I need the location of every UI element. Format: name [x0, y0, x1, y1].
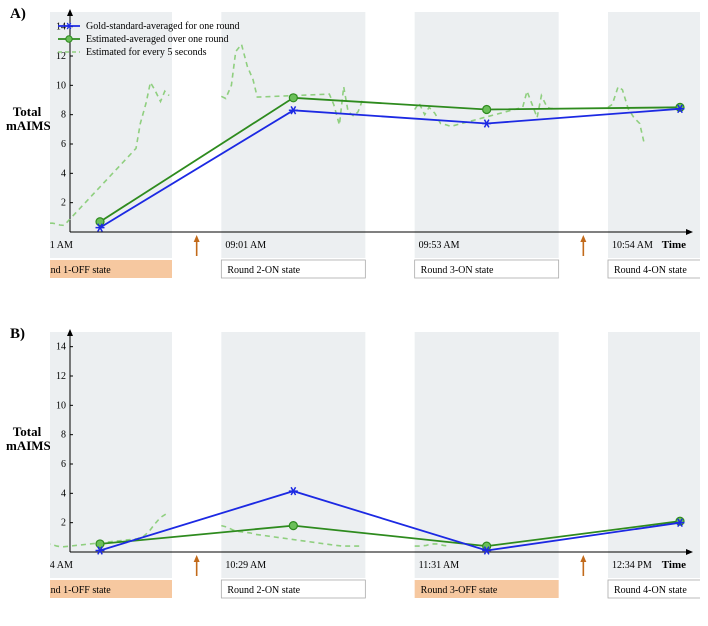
- ylabel-line2-a: mAIMS: [6, 118, 51, 133]
- time-label: 09:53 AM: [419, 240, 460, 251]
- y-tick-label: 12: [56, 371, 66, 382]
- round-band: [608, 12, 700, 258]
- state-label: Round 1-OFF state: [50, 265, 111, 276]
- marker-circle: [96, 540, 104, 548]
- dose-arrow-head: [194, 235, 200, 242]
- ylabel-line2-b: mAIMS: [6, 438, 51, 453]
- time-label: 10:54 AM: [612, 240, 653, 251]
- plot-a: 2468101214Time07:41 AM09:01 AM09:53 AM10…: [50, 6, 700, 306]
- legend-label: Estimated-averaged over one round: [86, 34, 228, 45]
- state-label: Round 4-ON state: [614, 585, 687, 596]
- dose-arrow-head: [580, 555, 586, 562]
- time-label: 07:41 AM: [50, 240, 73, 251]
- state-label: Round 2-ON state: [227, 585, 300, 596]
- series-gold: [100, 109, 680, 228]
- y-tick-label: 2: [61, 518, 66, 529]
- marker-circle: [289, 522, 297, 530]
- y-tick-label: 14: [56, 22, 66, 33]
- plot-b: 2 4 6 8 10 12 14 Time 09:14 AM 10:29 AM 11:31 AM 12…: [50, 326, 700, 626]
- y-tick-label: 10: [56, 400, 66, 411]
- series-gold: [100, 491, 680, 550]
- state-label: Round 1-OFF state: [50, 585, 111, 596]
- legend-marker: [66, 36, 72, 42]
- y-axis-label-a: Total mAIMS: [6, 105, 48, 134]
- state-label: Round 2-ON state: [227, 265, 300, 276]
- marker-circle: [96, 218, 104, 226]
- time-label: 09:01 AM: [225, 240, 266, 251]
- marker-circle: [483, 106, 491, 114]
- x-axis-title: Time: [662, 239, 686, 251]
- ylabel-line1-a: Total: [13, 104, 41, 119]
- panel-b-label: B): [10, 326, 25, 343]
- ylabel-line1-b: Total: [13, 424, 41, 439]
- legend-label: Gold-standard-averaged for one round: [86, 21, 240, 32]
- round-band: [608, 332, 700, 578]
- state-label: Round 3-ON state: [421, 265, 494, 276]
- x-axis-title: Time: [662, 559, 686, 571]
- y-tick-label: 8: [61, 430, 66, 441]
- state-label: Round 3-OFF state: [421, 585, 498, 596]
- panel-a-label: A): [10, 6, 26, 23]
- dose-arrow-head: [194, 555, 200, 562]
- y-tick-label: 2: [61, 198, 66, 209]
- time-label: 11:31 AM: [419, 560, 460, 571]
- y-axis-label-b: Total mAIMS: [6, 425, 48, 454]
- time-label: 10:29 AM: [225, 560, 266, 571]
- round-band: [415, 12, 559, 258]
- y-tick-label: 8: [61, 110, 66, 121]
- y-tick-label: 6: [61, 459, 66, 470]
- y-tick-label: 14: [56, 342, 66, 353]
- marker-circle: [289, 94, 297, 102]
- series-estimated-round: [100, 521, 680, 546]
- y-tick-label: 6: [61, 139, 66, 150]
- y-tick-label: 4: [61, 488, 66, 499]
- dose-arrow-head: [580, 235, 586, 242]
- time-label: 12:34 PM: [612, 560, 652, 571]
- legend-label: Estimated for every 5 seconds: [86, 47, 207, 58]
- y-tick-label: 4: [61, 168, 66, 179]
- time-label: 09:14 AM: [50, 560, 73, 571]
- round-band: [221, 332, 365, 578]
- figure: A) Total mAIMS 2 4 6 8 10 12 14 Time 07:41 AM 09:…: [0, 0, 708, 625]
- y-tick-label: 10: [56, 80, 66, 91]
- state-label: Round 4-ON state: [614, 265, 687, 276]
